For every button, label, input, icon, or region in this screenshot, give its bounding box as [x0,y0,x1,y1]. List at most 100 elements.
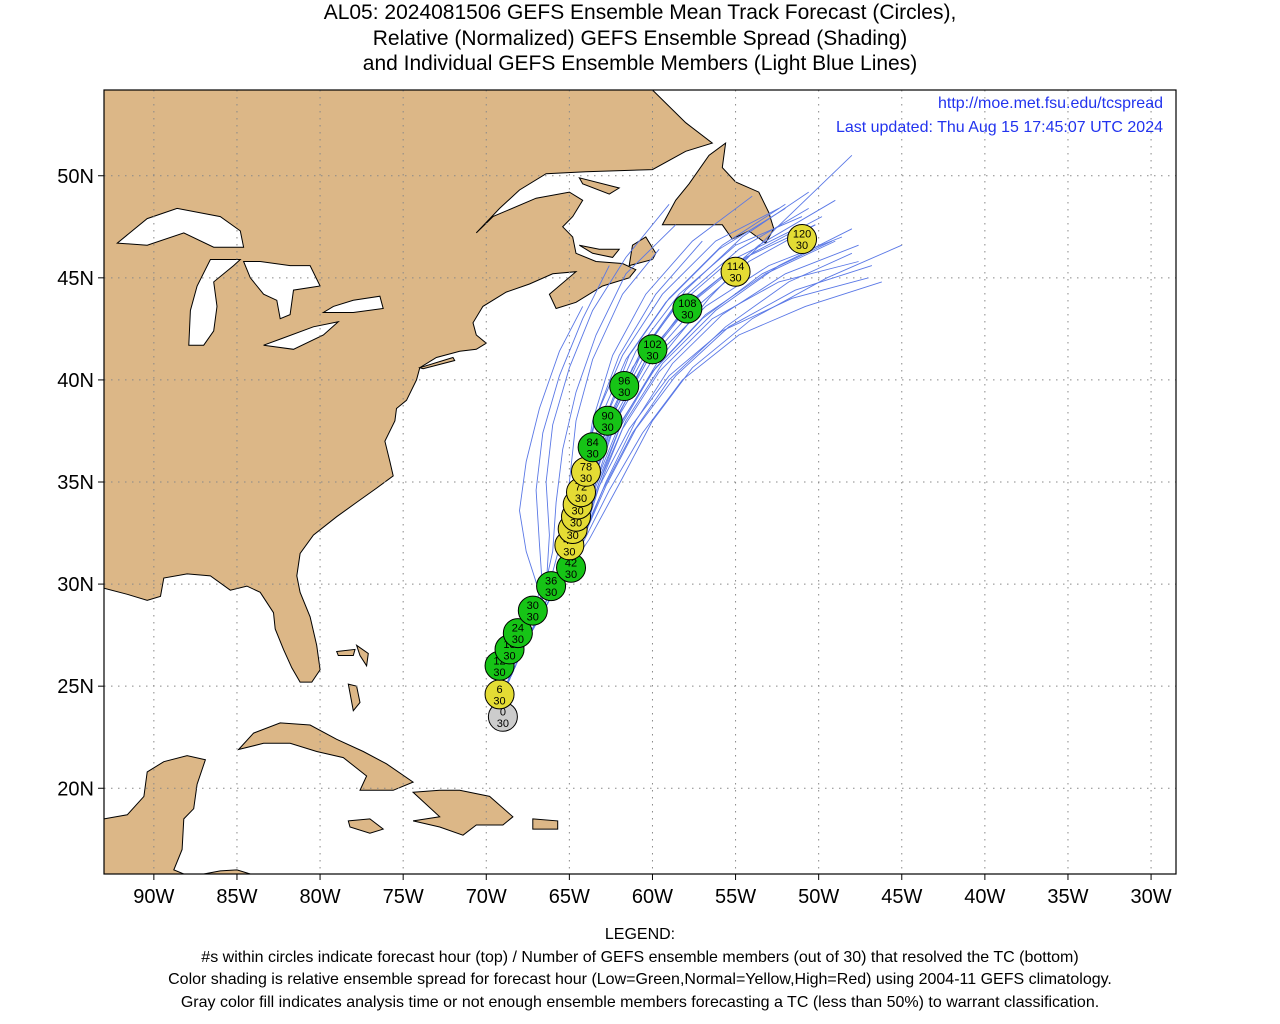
land-cuba [237,722,415,791]
title-line-2: Relative (Normalized) GEFS Ensemble Spre… [372,26,908,50]
lon-tick-label: 45W [881,886,922,908]
land-central-america [203,869,251,874]
member-count-label: 30 [575,493,587,505]
lon-tick-label: 90W [133,886,174,908]
member-count-label: 30 [618,387,630,399]
forecast-hour-label: 24 [512,623,524,635]
forecast-hour-label: 30 [527,600,539,612]
forecast-hour-label: 78 [580,461,592,473]
land-cape-breton [628,236,657,267]
track-circle [592,405,623,436]
track-point-hour-0: 030 [487,701,518,732]
last-updated: Last updated: Thu Aug 15 17:45:07 UTC 20… [836,119,1163,136]
forecast-hour-label: 96 [618,376,630,388]
lake-superior [116,207,245,248]
lat-tick-label: 35N [57,472,94,494]
lat-tick-label: 25N [57,676,94,698]
member-count-label: 30 [729,273,741,285]
land-long-island [418,356,456,370]
member-count-label: 30 [563,546,575,558]
title-line-3: and Individual GEFS Ensemble Members (Li… [362,52,918,75]
lon-tick-label: 65W [549,886,590,908]
lake-layer [116,207,384,350]
forecast-hour-label: 6 [496,684,502,696]
track-circle [502,618,533,649]
member-count-label: 30 [493,695,505,707]
chart-title: AL05: 2024081506 GEFS Ensemble Mean Trac… [0,0,1280,77]
land-layer [104,90,775,874]
lon-tick-label: 40W [964,886,1005,908]
forecast-hour-label: 84 [587,437,599,449]
member-count-label: 30 [565,569,577,581]
member-count-label: 30 [497,718,509,730]
member-count-label: 30 [681,309,693,321]
lon-tick-label: 85W [216,886,257,908]
axis-labels: 90W 85W 80W 75W 70W 65W 60W 55W 50W 45W 40W 35W 30W 2… [57,166,1171,908]
legend-line-3: Gray color fill indicates analysis time … [180,993,1100,1011]
legend-line-1: #s within circles indicate forecast hour… [201,948,1079,966]
lake-ontario [321,295,384,313]
member-count-label: 30 [601,422,613,434]
lon-tick-label: 50W [798,886,839,908]
track-circle [536,571,567,602]
land-hispaniola [411,789,514,836]
lon-tick-label: 60W [632,886,673,908]
mean-track-layer: 0306301230183024303030363042304830543060… [484,224,818,732]
land-grand-bahama [335,648,356,656]
member-count-label: 30 [527,612,539,624]
source-url[interactable]: http://moe.met.fsu.edu/tcspread [938,95,1163,112]
track-circle [787,224,818,255]
land-abaco [355,644,369,668]
land-anticosti [578,177,621,195]
forecast-hour-label: 42 [565,557,577,569]
forecast-hour-label: 102 [643,339,661,351]
track-point-hour-6: 630 [484,679,515,710]
member-count-label: 30 [493,667,505,679]
track-circle [609,371,640,402]
track-circle [517,595,548,626]
land-mainland [104,90,714,683]
lat-tick-label: 30N [57,574,94,596]
lon-tick-label: 30W [1131,886,1172,908]
lon-tick-label: 35W [1047,886,1088,908]
member-count-label: 30 [796,240,808,252]
legend: LEGEND: #s within circles indicate forec… [0,924,1280,1014]
lake-huron [242,261,321,320]
land-andros [347,683,361,712]
member-count-label: 30 [572,505,584,517]
member-count-label: 30 [646,350,658,362]
member-count-label: 30 [503,650,515,662]
lon-tick-label: 75W [383,886,424,908]
forecast-hour-label: 36 [545,576,557,588]
forecast-hour-label: 90 [601,410,613,422]
land-jamaica [347,818,385,834]
lat-tick-label: 45N [57,268,94,290]
member-count-label: 30 [580,473,592,485]
track-circle [577,432,608,463]
land-yucatan [104,755,207,874]
forecast-hour-label: 114 [727,261,745,273]
forecast-hour-label: 120 [793,229,811,241]
track-circle [637,334,668,365]
member-count-label: 30 [567,530,579,542]
land-pei [579,244,621,258]
track-circle [720,256,751,287]
lon-tick-label: 80W [299,886,340,908]
legend-line-2: Color shading is relative ensemble sprea… [168,971,1112,988]
member-count-label: 30 [570,518,582,530]
member-count-label: 30 [587,448,599,460]
lon-tick-label: 70W [466,886,507,908]
lat-tick-label: 40N [57,370,94,392]
